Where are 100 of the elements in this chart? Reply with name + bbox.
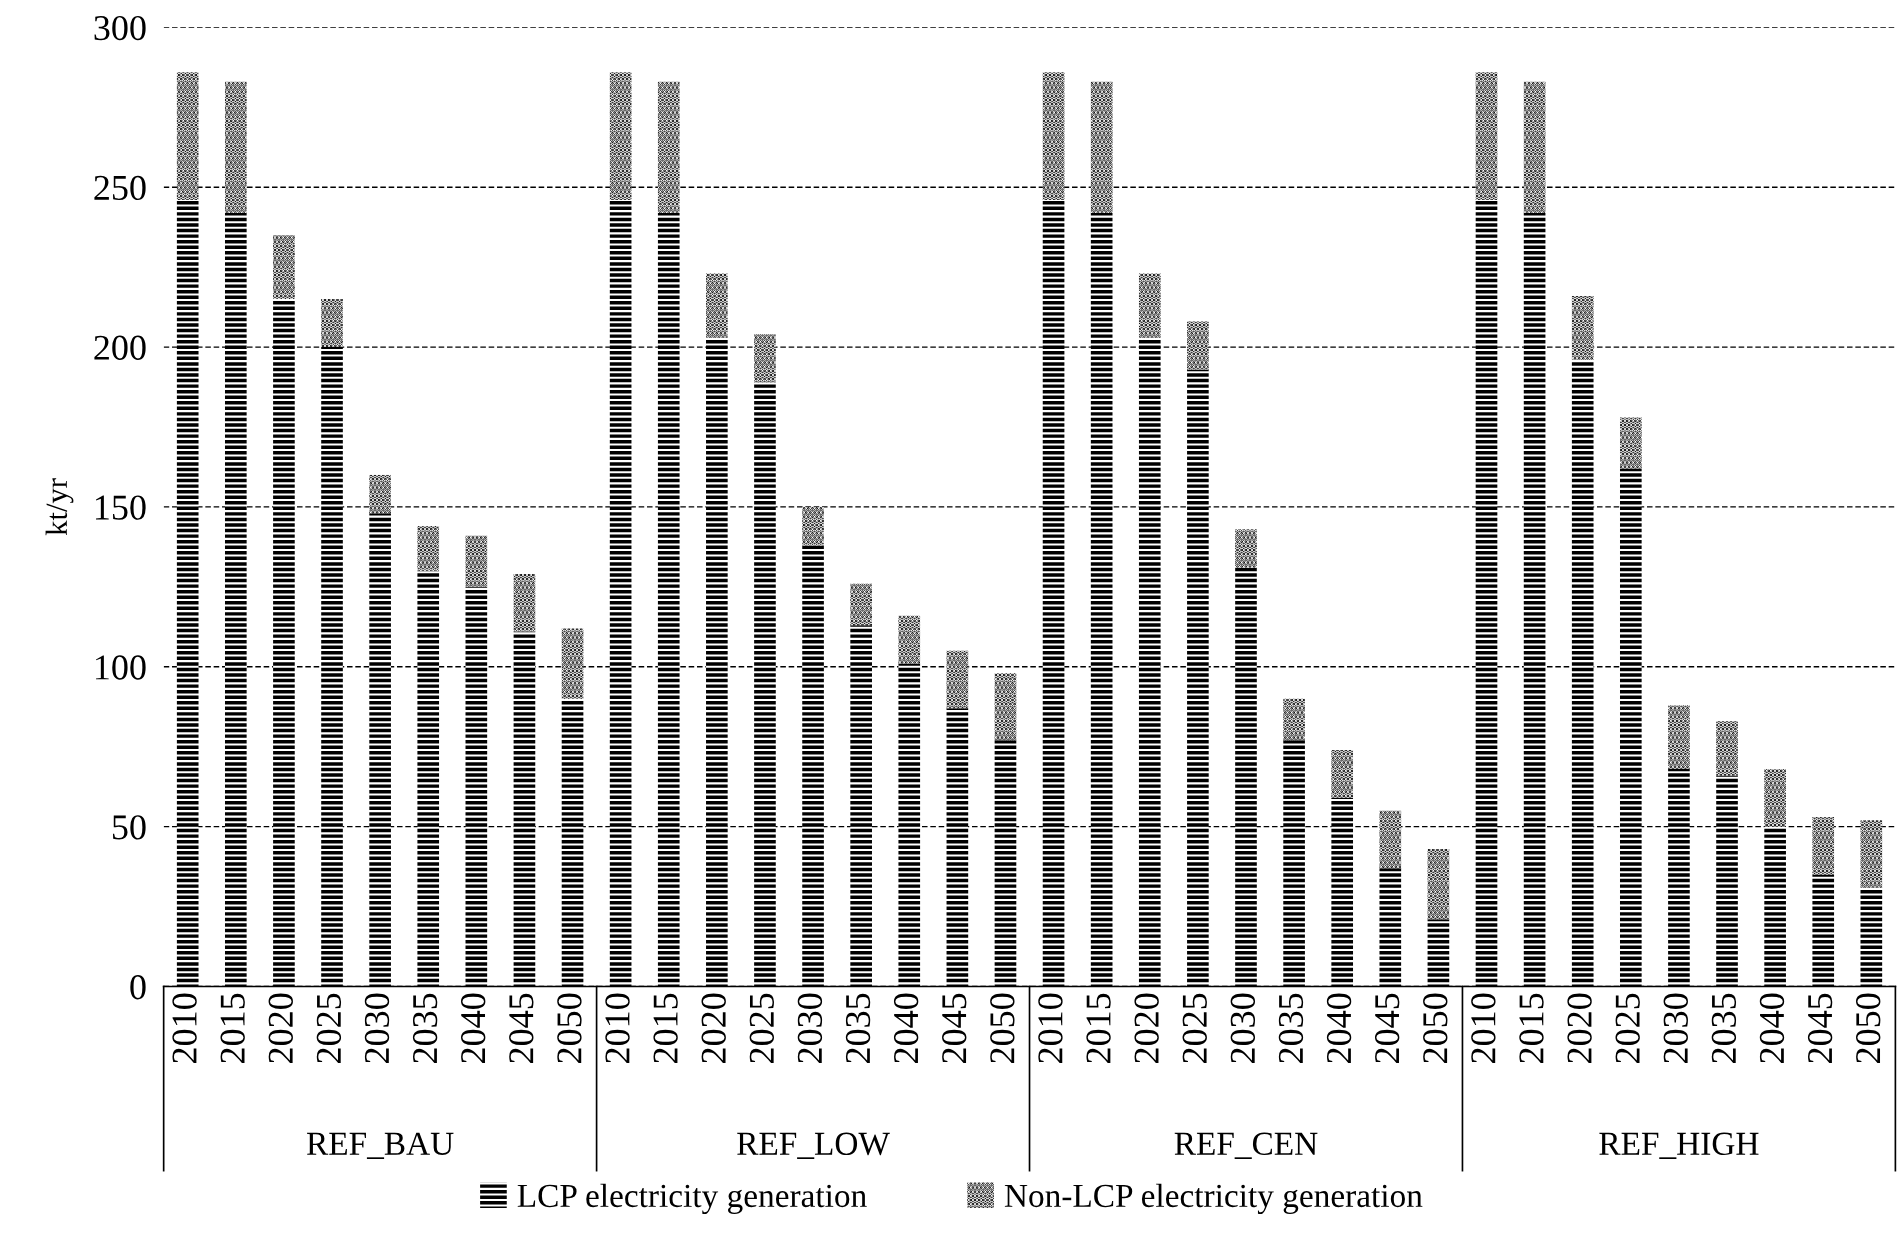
bar bbox=[994, 740, 1017, 987]
x-tick-label: 2045 bbox=[1374, 993, 1400, 1063]
bar bbox=[1619, 417, 1642, 469]
x-tick-label: 2020 bbox=[268, 993, 293, 1063]
bar bbox=[417, 526, 440, 571]
y-tick-label: 300 bbox=[94, 15, 146, 41]
x-tick-label: 2035 bbox=[1711, 993, 1737, 1063]
bar bbox=[1716, 775, 1738, 987]
bar bbox=[321, 347, 343, 987]
bar bbox=[1668, 705, 1690, 770]
bar bbox=[465, 586, 488, 987]
bar bbox=[1042, 72, 1065, 201]
y-tick-label: 150 bbox=[96, 495, 146, 520]
bar bbox=[898, 663, 921, 987]
x-tick-label: 2025 bbox=[749, 993, 774, 1063]
legend-label: LCP electricity generation bbox=[517, 1183, 867, 1214]
x-tick-label: 2020 bbox=[1567, 993, 1592, 1063]
x-tick-label: 2035 bbox=[412, 993, 438, 1063]
bar bbox=[369, 513, 391, 987]
x-tick-label: 2040 bbox=[1326, 993, 1352, 1063]
x-tick-label: 2050 bbox=[1423, 993, 1448, 1063]
bar bbox=[1235, 529, 1257, 568]
bar bbox=[176, 200, 199, 987]
bar bbox=[224, 212, 247, 987]
bar bbox=[1331, 749, 1354, 798]
x-tick-label: 2025 bbox=[1182, 993, 1207, 1063]
x-tick-label: 2030 bbox=[1230, 993, 1256, 1063]
bar bbox=[1090, 81, 1113, 213]
bar bbox=[850, 625, 872, 987]
y-tick-label: 100 bbox=[96, 655, 146, 680]
bar bbox=[1764, 826, 1786, 987]
x-tick-label: 2050 bbox=[1856, 993, 1881, 1063]
x-tick-label: 2025 bbox=[1615, 993, 1640, 1063]
bar bbox=[946, 650, 969, 709]
x-tick-label: 2030 bbox=[1663, 993, 1688, 1063]
x-tick-label: 2045 bbox=[1807, 993, 1833, 1063]
bar bbox=[1571, 295, 1594, 360]
bar bbox=[802, 545, 824, 987]
bar bbox=[1187, 321, 1209, 370]
bar bbox=[1812, 817, 1835, 875]
bar bbox=[465, 535, 488, 587]
x-tick-label: 2010 bbox=[1038, 993, 1063, 1063]
bar bbox=[754, 382, 776, 987]
bar bbox=[1764, 769, 1786, 827]
text: REF_BAU bbox=[306, 1132, 454, 1159]
x-tick-label: 2045 bbox=[942, 993, 967, 1063]
x-tick-label: 2015 bbox=[1086, 993, 1111, 1063]
bar bbox=[1379, 810, 1402, 869]
bar bbox=[657, 212, 680, 987]
bar bbox=[561, 628, 584, 699]
text: REF_LOW bbox=[737, 1132, 890, 1159]
bar bbox=[321, 299, 343, 348]
bar bbox=[176, 72, 199, 201]
bar bbox=[1283, 698, 1305, 741]
bar bbox=[1427, 919, 1450, 987]
x-tick-label: 2030 bbox=[797, 993, 823, 1063]
bar bbox=[946, 708, 969, 987]
bar bbox=[1283, 740, 1305, 987]
x-tick-label: 2050 bbox=[557, 993, 582, 1063]
x-tick-label: 2025 bbox=[316, 993, 342, 1063]
x-tick-label: 2020 bbox=[1134, 993, 1159, 1063]
bar bbox=[706, 273, 728, 338]
text: REF_HIGH bbox=[1599, 1132, 1759, 1159]
bar bbox=[1331, 797, 1354, 987]
bar bbox=[754, 334, 776, 383]
x-tick-label: 2010 bbox=[1471, 993, 1496, 1063]
x-tick-label: 2015 bbox=[653, 993, 678, 1063]
x-tick-label: 2035 bbox=[845, 993, 871, 1063]
x-tick-label: 2035 bbox=[1278, 993, 1304, 1063]
bar bbox=[1090, 212, 1113, 987]
bar bbox=[273, 299, 295, 987]
x-tick-label: 2050 bbox=[990, 993, 1015, 1063]
x-tick-label: 2015 bbox=[1519, 993, 1544, 1063]
bar bbox=[561, 698, 584, 987]
x-tick-label: 2040 bbox=[893, 993, 919, 1063]
bar bbox=[369, 474, 391, 514]
y-tick-label: 50 bbox=[112, 815, 146, 840]
bar bbox=[1523, 212, 1546, 987]
y-tick-label: 200 bbox=[94, 335, 146, 360]
bar bbox=[1523, 81, 1546, 213]
bar bbox=[1860, 820, 1883, 888]
bar bbox=[1475, 72, 1498, 201]
bar bbox=[657, 81, 680, 213]
bar bbox=[1235, 567, 1257, 987]
x-tick-label: 2015 bbox=[220, 993, 245, 1063]
x-tick-label: 2030 bbox=[364, 993, 390, 1063]
x-tick-label: 2045 bbox=[509, 993, 534, 1063]
bar bbox=[1812, 874, 1835, 987]
text: REF_CEN bbox=[1174, 1132, 1318, 1159]
bar bbox=[1187, 369, 1209, 987]
bar bbox=[1860, 887, 1883, 987]
y-axis-title: kt/yr bbox=[45, 478, 74, 536]
bar bbox=[1571, 359, 1594, 987]
bar bbox=[1619, 468, 1642, 987]
y-tick-label: 250 bbox=[94, 175, 146, 201]
bar bbox=[417, 570, 440, 987]
legend-label: Non-LCP electricity generation bbox=[1004, 1183, 1423, 1214]
bar bbox=[1379, 868, 1402, 987]
x-tick-label: 2010 bbox=[172, 993, 197, 1063]
bar bbox=[513, 631, 536, 987]
